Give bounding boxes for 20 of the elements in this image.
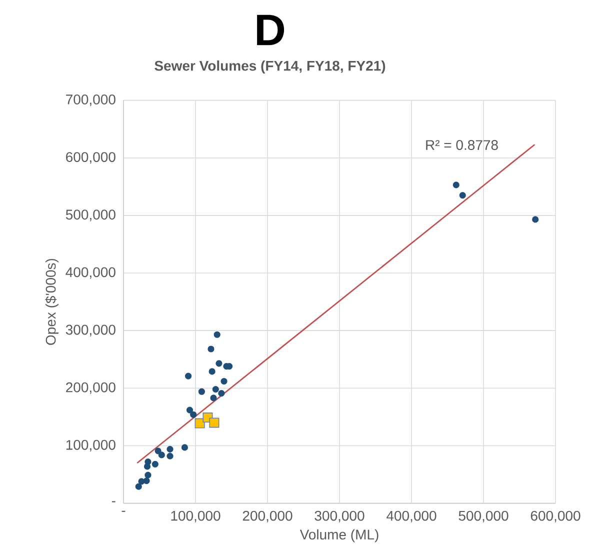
y-tick-label: 400,000 bbox=[66, 267, 116, 279]
y-tick-label: 200,000 bbox=[66, 382, 116, 394]
y-tick-label: 100,000 bbox=[66, 440, 116, 452]
x-tick-label: - bbox=[122, 510, 126, 512]
y-tick-label: - bbox=[112, 501, 116, 502]
y-tick-label: 600,000 bbox=[66, 152, 116, 164]
chart-subtitle: Sewer Volumes (FY14, FY18, FY21) bbox=[154, 60, 386, 74]
y-axis-title: Opex ($'000s) bbox=[45, 258, 58, 345]
x-tick-label: 100,000 bbox=[171, 510, 220, 522]
x-tick-label: 600,000 bbox=[530, 510, 580, 522]
x-tick-label: 200,000 bbox=[242, 510, 292, 522]
annotation: R² = 0.8778 bbox=[426, 140, 498, 150]
chart-title: D bbox=[257, 14, 284, 46]
x-tick-label: 500,000 bbox=[458, 510, 508, 522]
x-tick-label: 300,000 bbox=[314, 510, 364, 522]
y-tick-label: 500,000 bbox=[66, 210, 116, 222]
y-tick-label: 700,000 bbox=[66, 94, 116, 106]
y-tick-label: 300,000 bbox=[66, 324, 116, 336]
x-axis-title: Volume (ML) bbox=[300, 529, 378, 542]
x-tick-label: 400,000 bbox=[386, 510, 436, 522]
